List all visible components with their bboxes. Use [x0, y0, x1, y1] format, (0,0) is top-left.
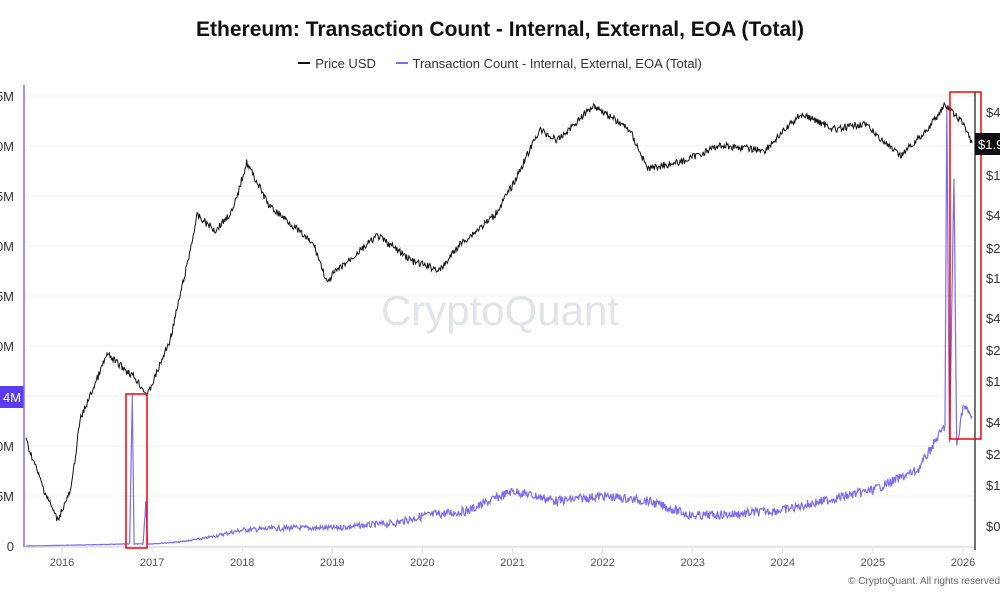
left-tick-label: 5M [0, 189, 14, 204]
right-tick-label: $0 [986, 519, 1000, 534]
left-tick-label: 0M [0, 239, 14, 254]
right-tick-label: $4 [986, 105, 1000, 120]
x-tick-label: 2021 [500, 557, 524, 569]
right-tick-label: $2 [986, 447, 1000, 462]
right-tick-label: $4 [986, 311, 1000, 326]
left-axis-highlight-label: 4M [3, 390, 21, 405]
right-tick-label: $2 [986, 343, 1000, 358]
left-tick-label: 5M [0, 489, 14, 504]
right-tick-label: $1 [986, 271, 1000, 286]
series-transaction-count [26, 105, 973, 547]
x-tick-label: 2016 [50, 557, 74, 569]
x-tick-label: 2024 [771, 557, 795, 569]
right-tick-label: $2 [986, 241, 1000, 256]
x-tick-label: 2026 [951, 557, 975, 569]
left-tick-label: 0M [0, 339, 14, 354]
x-tick-label: 2019 [320, 557, 344, 569]
right-tick-label: $4 [986, 415, 1000, 430]
chart-title: Ethereum: Transaction Count - Internal, … [196, 18, 804, 41]
right-tick-label: $4 [986, 208, 1000, 223]
legend-swatch-price [298, 62, 311, 64]
series-price-usd [25, 101, 973, 522]
left-tick-label: 0M [0, 139, 14, 154]
x-tick-label: 2018 [230, 557, 254, 569]
price-tag-label: $1.9 [978, 137, 1000, 152]
highlight-box-2016 [125, 393, 148, 549]
legend-item-count[interactable]: Transaction Count - Internal, External, … [395, 55, 702, 71]
legend: Price USD Transaction Count - Internal, … [0, 52, 1000, 71]
right-tick-label: $1 [986, 478, 1000, 493]
x-tick-label: 2025 [861, 557, 885, 569]
left-tick-label: 5M [0, 289, 14, 304]
legend-swatch-count [395, 62, 408, 64]
left-tick-label: 0M [0, 439, 14, 454]
right-tick-label: $1 [986, 374, 1000, 389]
x-tick-label: 2022 [590, 557, 614, 569]
legend-label-price: Price USD [315, 55, 376, 71]
copyright: © CryptoQuant. All rights reserved [848, 576, 1000, 587]
legend-item-price[interactable]: Price USD [298, 56, 376, 71]
watermark: CryptoQuant [381, 287, 619, 334]
price-tag [975, 133, 1000, 155]
left-tick-label: 5M [0, 89, 14, 104]
x-tick-label: 2017 [140, 557, 164, 569]
x-tick-label: 2020 [410, 557, 434, 569]
right-tick-label: $1 [986, 168, 1000, 183]
x-tick-label: 2023 [680, 557, 704, 569]
highlight-box-2025 [949, 91, 982, 440]
left-axis-highlight-tag [0, 386, 24, 408]
left-tick-label: 0 [7, 539, 14, 554]
legend-label-count: Transaction Count - Internal, External, … [412, 55, 702, 71]
